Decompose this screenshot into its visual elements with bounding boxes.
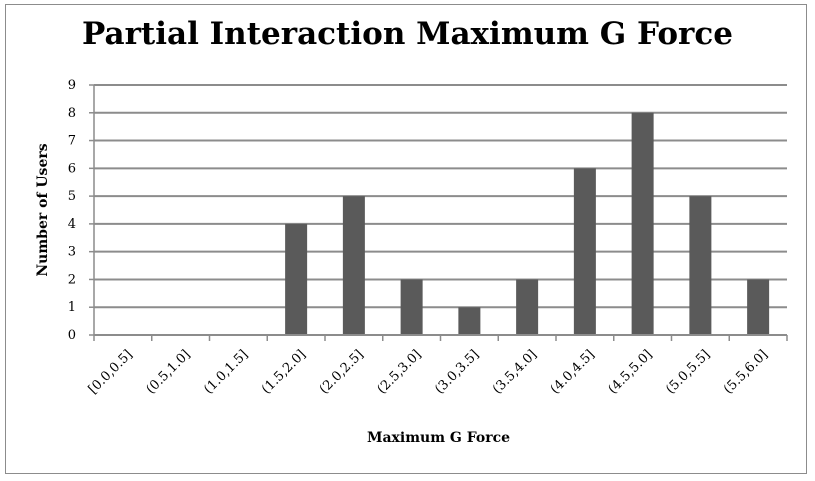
y-tick-label: 5 xyxy=(68,189,76,204)
y-tick-label: 4 xyxy=(68,217,76,232)
y-tick-label: 2 xyxy=(68,272,76,287)
y-tick-label: 8 xyxy=(68,106,76,121)
y-tick-label: 9 xyxy=(68,78,76,93)
x-tick-label: (3.0,3.5] xyxy=(432,347,482,397)
bar xyxy=(631,112,654,336)
y-tick-label: 6 xyxy=(68,161,76,176)
gridlines xyxy=(94,84,787,309)
bar xyxy=(747,279,770,335)
axes xyxy=(89,84,788,341)
bars xyxy=(285,112,770,336)
y-tick-label: 0 xyxy=(68,328,76,343)
bar xyxy=(516,279,539,335)
x-tick-label: (3.5,4.0] xyxy=(490,347,540,397)
chart-frame xyxy=(5,4,807,474)
bar xyxy=(342,196,365,335)
y-tick-labels: 0 1 2 3 4 5 6 7 8 9 xyxy=(68,78,76,343)
bar xyxy=(573,168,596,335)
bar xyxy=(458,307,481,335)
chart-title: Partial Interaction Maximum G Force xyxy=(82,16,733,52)
bar xyxy=(689,196,712,335)
x-tick-label: (2.5,3.0] xyxy=(375,347,425,397)
y-tick-label: 3 xyxy=(68,245,76,260)
y-tick-label: 1 xyxy=(68,300,76,315)
y-tick-label: 7 xyxy=(68,134,76,149)
bar xyxy=(285,223,308,335)
x-tick-label: [0.0,0.5] xyxy=(86,347,136,397)
x-tick-label: (0.5,1.0] xyxy=(144,347,194,397)
x-tick-label: (4.0,4.5] xyxy=(548,347,598,397)
x-tick-label: (4.5,5.0] xyxy=(606,347,656,397)
x-axis-label: Maximum G Force xyxy=(366,430,511,446)
x-tick-label: (2.0,2.5] xyxy=(317,347,367,397)
bar xyxy=(400,279,423,335)
x-tick-label: (1.0,1.5] xyxy=(201,347,251,397)
x-tick-labels: [0.0,0.5] (0.5,1.0] (1.0,1.5] (1.5,2.0] (2.0… xyxy=(86,347,771,397)
x-tick-label: (5.0,5.5] xyxy=(663,347,713,397)
x-tick-label: (5.5,6.0] xyxy=(721,347,771,397)
x-tick-label: (1.5,2.0] xyxy=(259,347,309,397)
